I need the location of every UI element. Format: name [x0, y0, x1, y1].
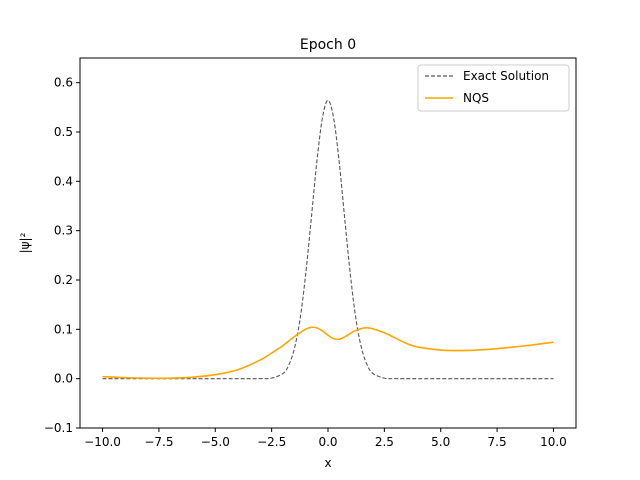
chart-title: Epoch 0	[300, 37, 356, 53]
x-axis: −10.0 −7.5 −5.0 −2.5 0.0 2.5 5.0 7.5 10.0	[84, 428, 567, 449]
x-tick-label: 10.0	[540, 435, 567, 449]
y-axis-label: |ψ|²	[18, 232, 32, 253]
y-axis: −0.1 0.0 0.1 0.2 0.3 0.4 0.5 0.6	[44, 76, 80, 435]
x-tick-label: −7.5	[144, 435, 173, 449]
y-tick-label: 0.4	[54, 174, 73, 188]
series-layer	[102, 99, 554, 380]
legend-box	[417, 64, 570, 112]
x-tick-label: 2.5	[375, 435, 394, 449]
y-tick-label: 0.5	[54, 125, 73, 139]
y-tick-label: 0.2	[54, 273, 73, 287]
nqs-line	[102, 326, 554, 380]
y-tick-label: −0.1	[44, 421, 73, 435]
x-tick-label: −2.5	[257, 435, 286, 449]
legend-label-exact: Exact Solution	[463, 69, 549, 83]
y-tick-label: 0.0	[54, 372, 73, 386]
legend-label-nqs: NQS	[463, 91, 489, 105]
y-tick-label: 0.1	[54, 322, 73, 336]
x-axis-label: x	[324, 456, 331, 470]
x-tick-label: 0.0	[318, 435, 337, 449]
x-tick-label: −10.0	[84, 435, 121, 449]
y-tick-label: 0.3	[54, 224, 73, 238]
legend: Exact Solution NQS	[417, 64, 570, 112]
x-tick-label: −5.0	[201, 435, 230, 449]
x-tick-label: 7.5	[488, 435, 507, 449]
x-tick-label: 5.0	[431, 435, 450, 449]
y-tick-label: 0.6	[54, 76, 73, 90]
